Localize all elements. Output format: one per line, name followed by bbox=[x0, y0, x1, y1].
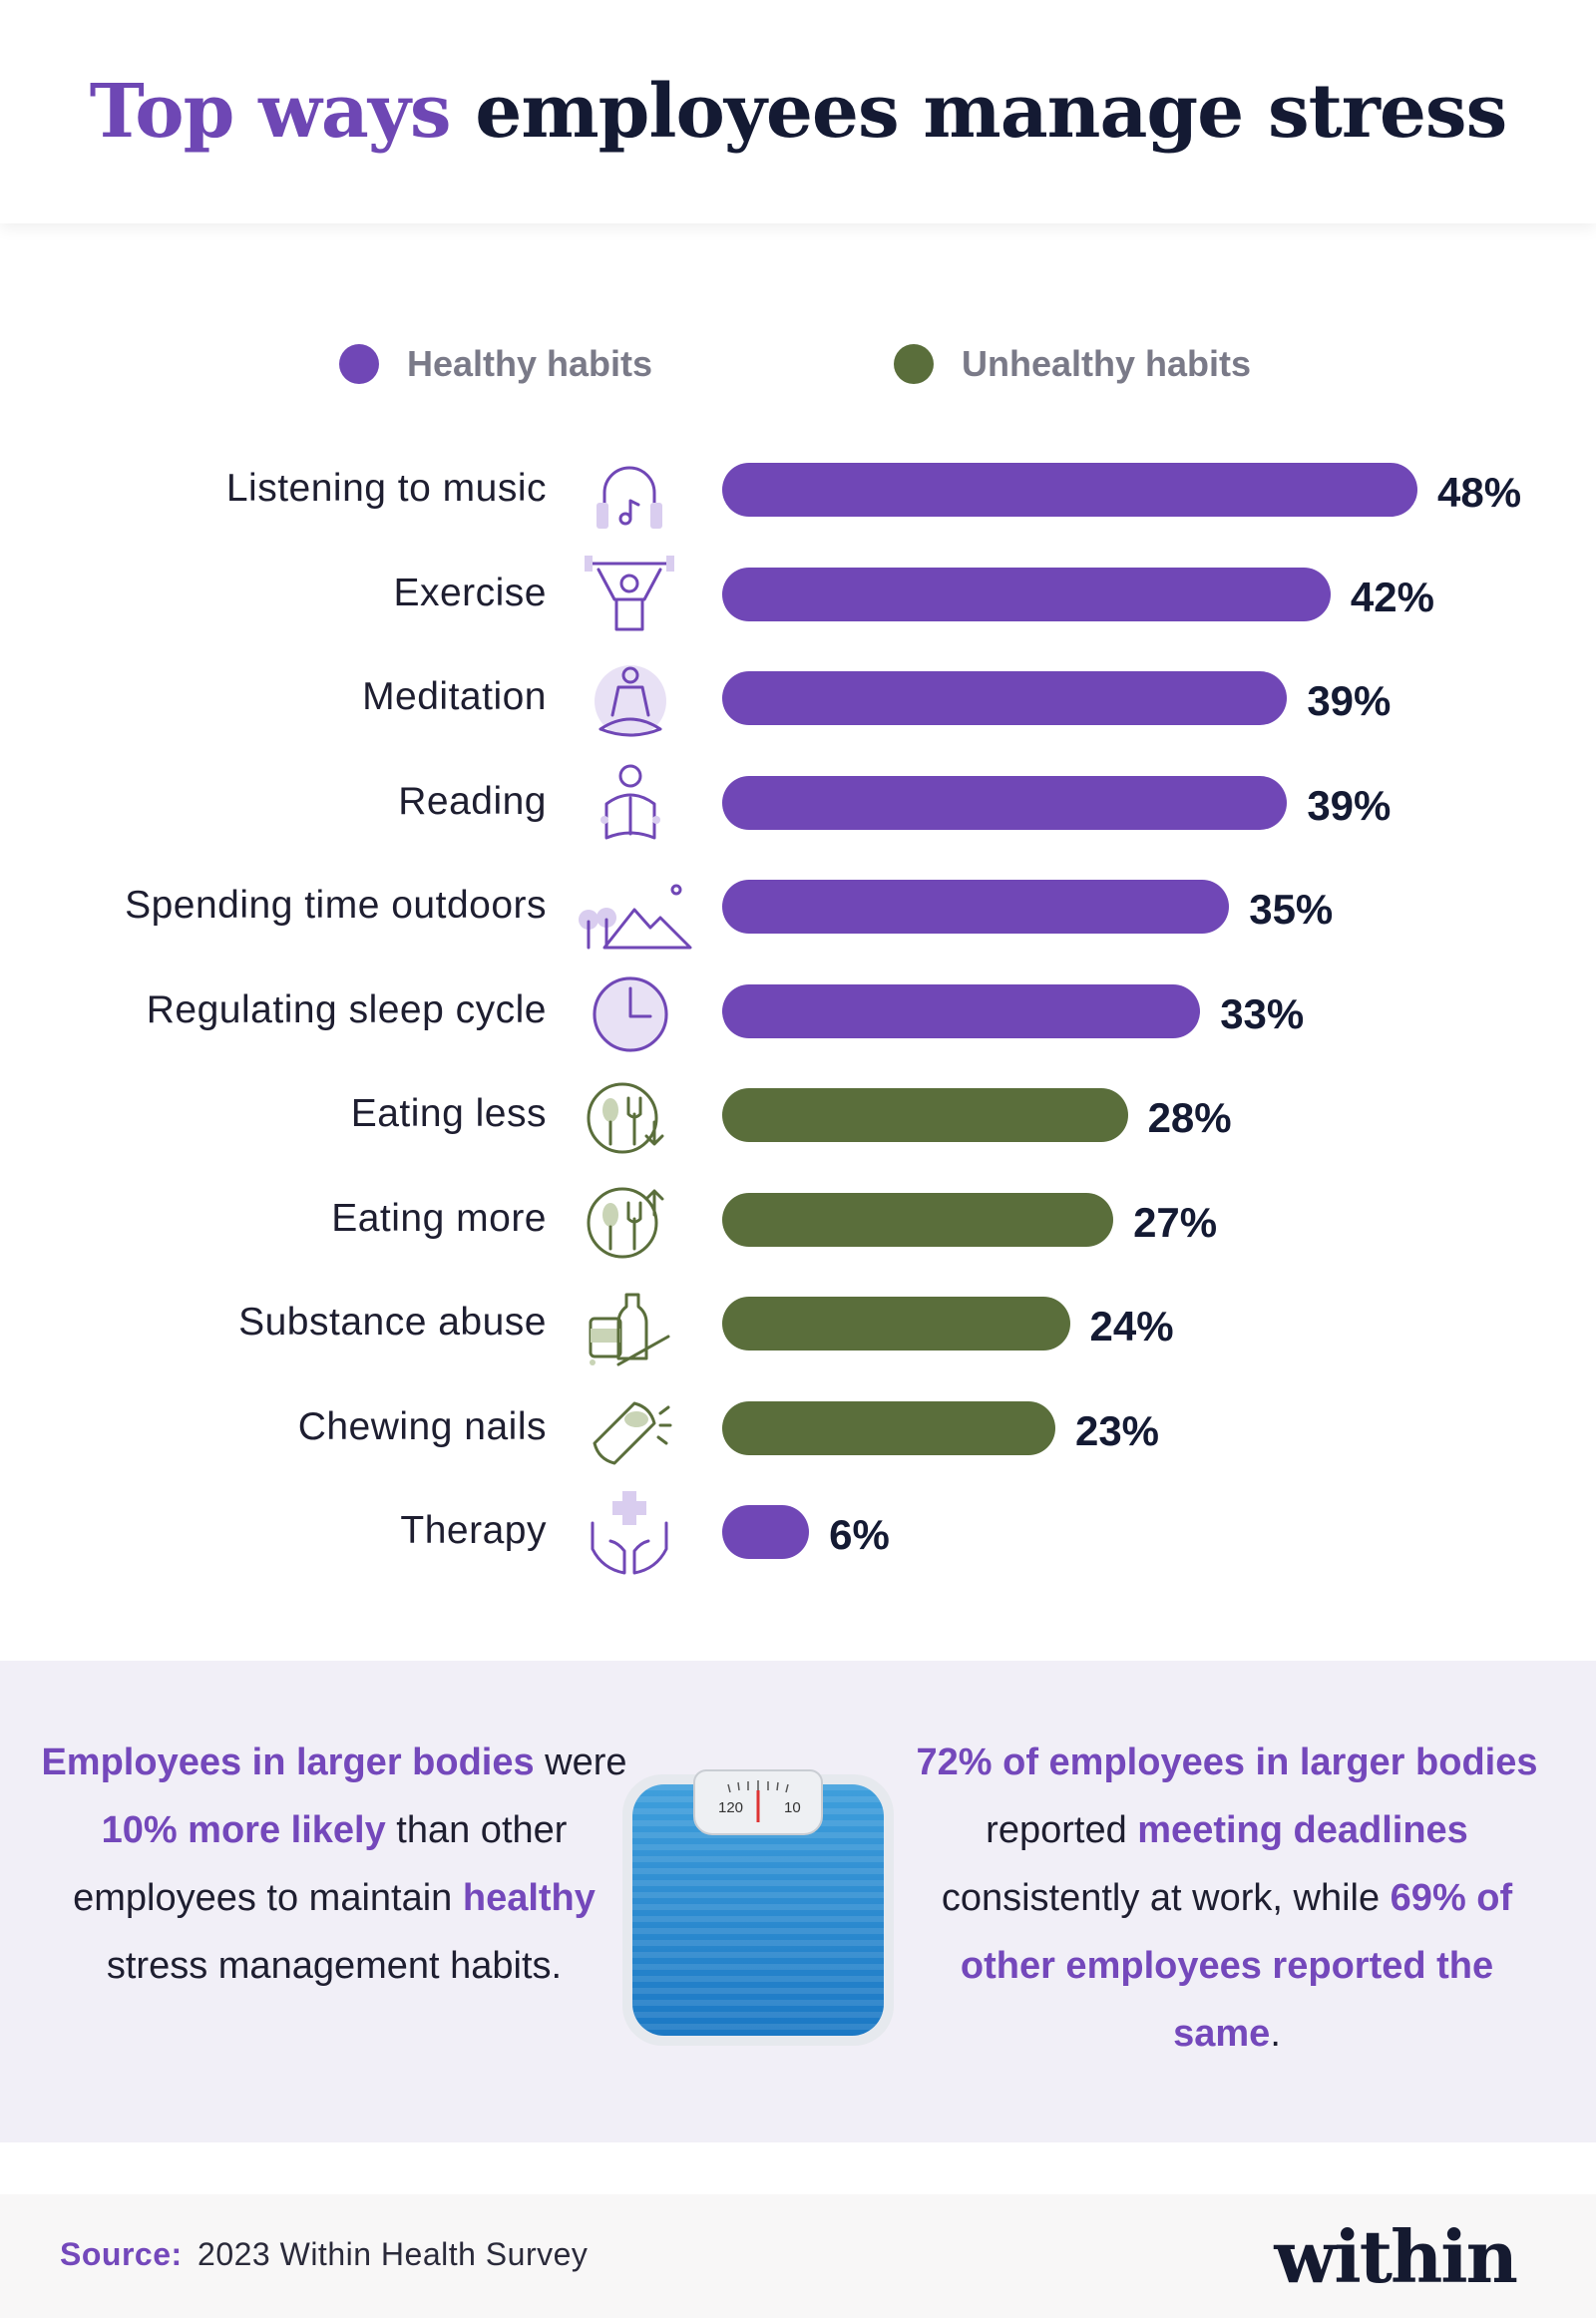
legend-item-healthy: Healthy habits bbox=[339, 339, 652, 389]
scale-dial-right: 10 bbox=[784, 1799, 801, 1816]
eating-more-icon bbox=[565, 1175, 694, 1267]
category-label: Regulating sleep cycle bbox=[146, 987, 547, 1031]
body-text: reported bbox=[986, 1809, 1138, 1851]
category-label: Exercise bbox=[393, 571, 547, 614]
legend-item-unhealthy: Unhealthy habits bbox=[894, 339, 1251, 389]
headphones-icon bbox=[565, 445, 694, 537]
legend-label-unhealthy: Unhealthy habits bbox=[962, 343, 1252, 384]
body-text: . bbox=[1270, 2013, 1281, 2055]
bar-value-label: 42% bbox=[1350, 573, 1434, 620]
bar-row: Spending time outdoors 35% bbox=[0, 856, 1596, 960]
bar-row: Meditation 39% bbox=[0, 647, 1596, 751]
bar-row: Eating more 27% bbox=[0, 1169, 1596, 1273]
scale-dial-left: 120 bbox=[718, 1799, 743, 1816]
legend: Healthy habits Unhealthy habits bbox=[0, 339, 1596, 389]
body-text: stress management habits. bbox=[106, 1945, 563, 1987]
category-label: Chewing nails bbox=[297, 1404, 547, 1448]
bar-chart: Listening to music 48% Exercise 42% Meditati… bbox=[0, 439, 1596, 1596]
meditation-icon bbox=[565, 653, 694, 745]
therapy-icon bbox=[565, 1487, 694, 1579]
bar-value-label: 6% bbox=[829, 1511, 890, 1558]
clock-icon bbox=[565, 966, 694, 1058]
bar-value-label: 23% bbox=[1074, 1406, 1160, 1454]
category-label: Listening to music bbox=[225, 467, 547, 510]
bar-value-label: 39% bbox=[1307, 781, 1392, 829]
source-text: 2023 Within Health Survey bbox=[198, 2236, 589, 2272]
bar-value-label: 27% bbox=[1133, 1198, 1218, 1246]
page-title: Top ways employees manage stress bbox=[89, 69, 1508, 155]
bar-row: Exercise 42% bbox=[0, 544, 1596, 647]
footer: Source: 2023 Within Health Survey within bbox=[0, 2194, 1596, 2318]
bar bbox=[722, 463, 1417, 517]
title-accent: Top ways bbox=[89, 69, 452, 155]
substance-icon bbox=[565, 1279, 694, 1370]
bar-row: Listening to music 48% bbox=[0, 439, 1596, 543]
legend-swatch-unhealthy bbox=[894, 344, 934, 384]
highlight-text: healthy bbox=[462, 1877, 596, 1919]
bar bbox=[722, 1505, 810, 1559]
bar-row: Substance abuse 24% bbox=[0, 1273, 1596, 1376]
body-text: consistently at work, while bbox=[941, 1877, 1391, 1919]
category-label: Therapy bbox=[400, 1509, 547, 1552]
highlight-text: 72% of employees in larger bodies bbox=[916, 1741, 1538, 1783]
highlight-text: Employees in larger bodies bbox=[41, 1741, 535, 1783]
source-label: Source: bbox=[60, 2236, 183, 2272]
eating-less-icon bbox=[565, 1070, 694, 1162]
bar bbox=[722, 671, 1288, 725]
bar-row: Regulating sleep cycle 33% bbox=[0, 961, 1596, 1064]
highlight-text: 10% more likely bbox=[101, 1809, 386, 1851]
bar-row: Eating less 28% bbox=[0, 1064, 1596, 1168]
highlight-text: meeting deadlines bbox=[1137, 1809, 1468, 1851]
bar-value-label: 33% bbox=[1220, 989, 1305, 1037]
body-text: were bbox=[534, 1741, 627, 1783]
reading-icon bbox=[565, 758, 694, 850]
bar-row: Reading 39% bbox=[0, 752, 1596, 856]
source-line: Source: 2023 Within Health Survey bbox=[60, 2236, 588, 2273]
category-label: Substance abuse bbox=[238, 1301, 547, 1344]
bar bbox=[722, 1400, 1055, 1455]
info-left-text: Employees in larger bodies were 10% more… bbox=[40, 1729, 628, 2000]
bar-value-label: 39% bbox=[1307, 677, 1392, 724]
title-rest: employees manage stress bbox=[475, 69, 1507, 155]
category-label: Eating less bbox=[350, 1092, 547, 1135]
bar bbox=[722, 983, 1201, 1038]
bar bbox=[722, 1192, 1114, 1247]
category-label: Reading bbox=[398, 779, 547, 823]
bar bbox=[722, 1297, 1070, 1351]
info-panel: Employees in larger bodies were 10% more… bbox=[0, 1661, 1596, 2142]
bar-value-label: 35% bbox=[1249, 886, 1334, 933]
legend-swatch-healthy bbox=[339, 344, 379, 384]
category-label: Spending time outdoors bbox=[125, 884, 547, 927]
bar bbox=[722, 775, 1288, 830]
within-logo: within bbox=[1274, 2214, 1518, 2299]
bathroom-scale-icon: 120 10 bbox=[622, 1769, 894, 2046]
legend-label-healthy: Healthy habits bbox=[407, 343, 653, 384]
category-label: Eating more bbox=[331, 1196, 547, 1240]
exercise-icon bbox=[565, 550, 694, 641]
bar-row: Therapy 6% bbox=[0, 1481, 1596, 1585]
body-text: than other employees to maintain bbox=[73, 1809, 568, 1919]
bar-value-label: 24% bbox=[1089, 1303, 1174, 1350]
bar-value-label: 48% bbox=[1437, 469, 1522, 516]
category-label: Meditation bbox=[362, 675, 547, 718]
chewing-nails-icon bbox=[565, 1383, 694, 1475]
info-right-text: 72% of employees in larger bodies report… bbox=[908, 1729, 1546, 2068]
header: Top ways employees manage stress bbox=[0, 0, 1596, 223]
outdoors-icon bbox=[565, 862, 694, 954]
bar-value-label: 28% bbox=[1147, 1094, 1232, 1141]
bar bbox=[722, 567, 1331, 621]
bar bbox=[722, 880, 1230, 934]
bar-row: Chewing nails 23% bbox=[0, 1377, 1596, 1481]
bar bbox=[722, 1088, 1128, 1142]
highlight-text: 69% of other employees reported the same bbox=[960, 1877, 1513, 2055]
